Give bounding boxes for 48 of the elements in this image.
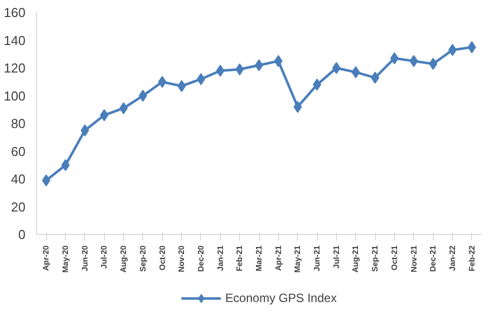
x-tick-label: Oct-20: [158, 244, 167, 270]
x-tick-label: Feb-21: [235, 244, 244, 272]
y-tick-label: 40: [11, 172, 26, 186]
point: [370, 72, 380, 84]
x-tick-label: Jun-20: [80, 244, 90, 272]
y-tick-label: 100: [4, 88, 26, 104]
point: [138, 90, 148, 102]
point: [274, 55, 283, 68]
point: [235, 63, 244, 76]
x-tick-label: Apr-20: [42, 244, 51, 271]
x-tick-label: Mar-21: [254, 244, 264, 272]
x-tick-label: Sep-21: [370, 244, 380, 272]
x-tick-label: May-21: [293, 244, 302, 273]
x-tick-label: Jan-21: [216, 244, 225, 271]
y-tick-label: 20: [11, 199, 26, 214]
point: [448, 44, 457, 56]
point: [196, 73, 206, 86]
x-tick-label: Jul-20: [100, 244, 109, 269]
point: [390, 52, 399, 64]
y-tick-label: 0: [18, 227, 26, 242]
x-tick-label: May-20: [61, 244, 70, 273]
y-tick-label: 80: [11, 116, 26, 131]
x-tick-label: Sep-20: [138, 244, 148, 272]
y-tick-label: 160: [4, 5, 26, 20]
y-tick-label: 120: [4, 60, 26, 76]
point: [119, 102, 128, 114]
point: [254, 59, 264, 72]
x-tick-label: Jun-21: [312, 244, 322, 272]
point: [61, 159, 70, 172]
point: [80, 124, 90, 136]
point: [428, 58, 438, 70]
x-tick-label: Dec-21: [428, 244, 438, 272]
point: [312, 78, 322, 91]
x-tick-label: Apr-21: [274, 244, 283, 271]
x-tick-label: Aug-21: [351, 244, 360, 273]
x-tick-label: Jan-22: [448, 244, 457, 271]
y-tick-label: 60: [11, 144, 26, 159]
x-tick-label: Nov-21: [409, 244, 418, 272]
x-tick-label: Nov-20: [177, 244, 186, 272]
x-tick-label: Oct-21: [390, 244, 399, 270]
x-tick-label: Feb-22: [467, 244, 476, 272]
x-tick-label: Jul-21: [332, 244, 341, 269]
point: [177, 80, 186, 92]
y-tick-label: 140: [4, 32, 26, 48]
x-tick-label: Aug-20: [119, 244, 128, 273]
point: [332, 62, 341, 74]
x-tick-label: Dec-20: [196, 244, 206, 272]
legend-label: Economy GPS Index: [225, 290, 337, 304]
